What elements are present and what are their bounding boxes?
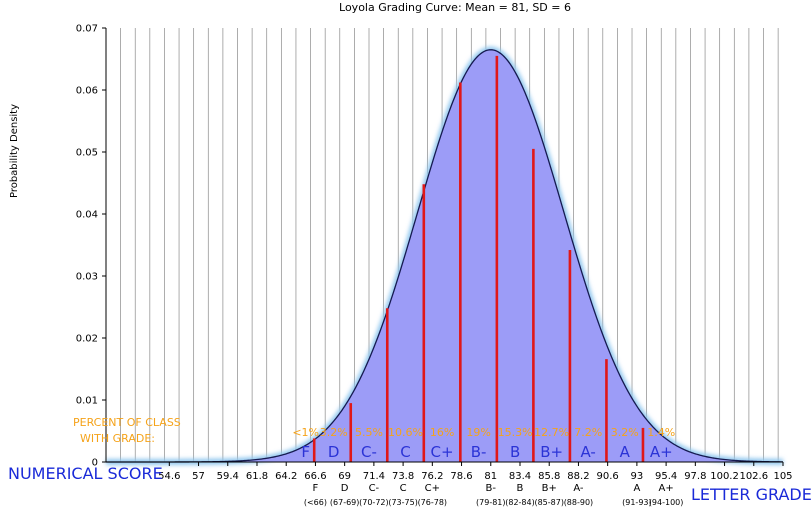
x-tick-label: 90.6	[597, 471, 619, 482]
band-letter: C-	[361, 443, 377, 461]
x-tick-label: 71.4	[363, 471, 385, 482]
x-range-label: (94-100)	[649, 498, 684, 507]
y-tick-label: 0.03	[76, 272, 98, 283]
x-tick-labels: 54.6 57 59.4 61.8 64.2 66.6F (<66) 69D (67-69) 71…	[158, 462, 793, 507]
y-tick-label: 0.01	[76, 396, 98, 407]
band-letter: D	[328, 443, 340, 461]
x-grade-label: C+	[425, 483, 440, 494]
y-tick-label: 0.06	[76, 86, 98, 97]
x-grade-label: A-	[573, 483, 584, 494]
x-range-label: (76-78)	[418, 498, 448, 507]
x-range-label: (91-93)	[622, 498, 652, 507]
x-tick-label: 54.6	[158, 471, 180, 482]
x-range-label: (67-69)	[330, 498, 360, 507]
y-tick-label: 0.02	[76, 334, 98, 345]
x-grade-label: A	[633, 483, 640, 494]
x-range-label: (82-84)	[505, 498, 535, 507]
x-grade-label: C-	[369, 483, 380, 494]
x-range-label: (79-81)	[476, 498, 506, 507]
x-grade-label: C	[400, 483, 407, 494]
band-letter: F	[301, 443, 310, 461]
band-percent: 19%	[466, 426, 490, 439]
band-percent: 5.5%	[355, 426, 383, 439]
x-range-label: (70-72)	[359, 498, 389, 507]
band-letter: A+	[650, 443, 673, 461]
x-tick-label: 93	[631, 471, 644, 482]
y-axis-label: Probability Density	[9, 104, 20, 198]
chart-title: Loyola Grading Curve: Mean = 81, SD = 6	[339, 1, 571, 14]
band-percent: <1%	[292, 426, 319, 439]
x-tick-label: 105	[773, 471, 792, 482]
band-letter: B-	[471, 443, 487, 461]
x-grade-label: B+	[542, 483, 557, 494]
band-letter: A	[620, 443, 631, 461]
x-range-label: (85-87)	[534, 498, 564, 507]
band-percent: 3.2%	[320, 426, 348, 439]
percent-title-line1: PERCENT OF CLASS	[73, 416, 181, 429]
density-area	[106, 49, 783, 462]
axes	[105, 28, 783, 463]
grade-bands: <1% F 3.2% D 5.5% C- 10.6% C 16% C+ 19% B- 15.3% B 12.…	[292, 426, 675, 461]
x-tick-label: 64.2	[275, 471, 297, 482]
x-tick-label: 59.4	[217, 471, 239, 482]
x-tick-label: 81	[484, 471, 497, 482]
band-percent: 7.2%	[574, 426, 602, 439]
band-letter: C	[400, 443, 410, 461]
numerical-score-label: NUMERICAL SCORE	[8, 464, 163, 483]
y-tick-label: 0.04	[76, 210, 98, 221]
x-tick-label: 69	[338, 471, 351, 482]
x-tick-label: 76.2	[421, 471, 443, 482]
x-range-label: (73-75)	[388, 498, 418, 507]
x-grade-label: D	[341, 483, 349, 494]
x-tick-label: 102.6	[739, 471, 768, 482]
percent-title-line2: WITH GRADE:	[80, 432, 155, 445]
x-grade-label: B-	[486, 483, 497, 494]
x-tick-label: 61.8	[246, 471, 268, 482]
x-tick-label: 78.6	[450, 471, 472, 482]
x-tick-label: 85.8	[538, 471, 560, 482]
band-percent: 10.6%	[388, 426, 423, 439]
letter-grade-label: LETTER GRADE	[691, 485, 812, 504]
x-tick-label: 95.4	[655, 471, 677, 482]
x-tick-label: 97.8	[684, 471, 706, 482]
band-letter: B+	[540, 443, 563, 461]
band-letter: C+	[431, 443, 454, 461]
x-grade-label: B	[517, 483, 524, 494]
x-tick-label: 83.4	[509, 471, 531, 482]
x-range-label: (88-90)	[564, 498, 594, 507]
band-percent: 3.2%	[611, 426, 639, 439]
band-percent: 15.3%	[498, 426, 533, 439]
y-tick-label: 0.05	[76, 148, 98, 159]
y-tick-label: 0.07	[76, 24, 98, 35]
x-tick-label: 73.8	[392, 471, 414, 482]
x-tick-label: 66.6	[304, 471, 326, 482]
grade-cutoffs	[312, 55, 645, 462]
x-range-label: (<66)	[304, 498, 327, 507]
x-tick-label: 100.2	[710, 471, 739, 482]
x-grade-label: F	[313, 483, 319, 494]
y-tick-labels: 0 0.01 0.02 0.03 0.04 0.05 0.06 0.07	[76, 24, 106, 469]
y-tick-label: 0	[92, 458, 98, 469]
band-letter: B	[510, 443, 520, 461]
x-tick-label: 57	[192, 471, 205, 482]
x-grade-label: A+	[658, 483, 673, 494]
band-percent: 1.4%	[647, 426, 675, 439]
band-percent: 12.7%	[534, 426, 569, 439]
x-tick-label: 88.2	[567, 471, 589, 482]
band-percent: 16%	[430, 426, 454, 439]
band-letter: A-	[581, 443, 596, 461]
